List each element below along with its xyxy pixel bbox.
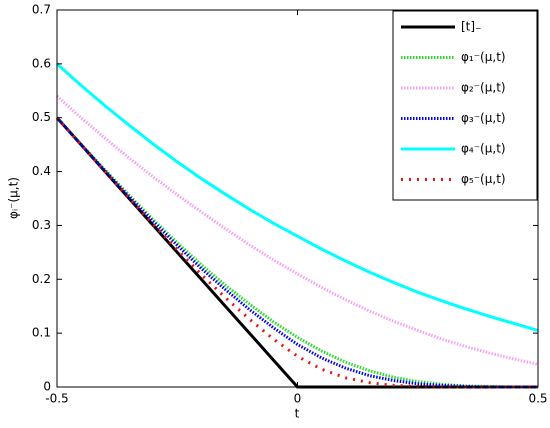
y-tick-label: 0.7 xyxy=(32,3,51,17)
y-tick-label: 0.4 xyxy=(32,164,51,178)
legend-label: [t]₋ xyxy=(461,20,481,34)
y-tick-label: 0.1 xyxy=(32,326,51,340)
series-line xyxy=(55,95,539,366)
y-tick-label: 0 xyxy=(43,380,51,394)
legend-label: φ₄⁻(μ,t) xyxy=(461,142,506,156)
y-axis-label: φᵢ⁻(μ,t) xyxy=(7,177,21,219)
y-tick-label: 0.2 xyxy=(32,272,51,286)
legend-label: φ₅⁻(μ,t) xyxy=(461,172,506,186)
legend-label: φ₃⁻(μ,t) xyxy=(461,111,506,125)
x-tick-label: -0.5 xyxy=(45,392,68,406)
legend-label: φ₂⁻(μ,t) xyxy=(461,81,506,95)
x-axis-label: t xyxy=(295,407,300,421)
y-tick-label: 0.6 xyxy=(32,56,51,70)
x-tick-label: 0 xyxy=(294,392,302,406)
legend-label: φ₁⁻(μ,t) xyxy=(461,50,506,64)
x-tick-label: 0.5 xyxy=(528,392,547,406)
y-tick-label: 0.5 xyxy=(32,110,51,124)
legend-box xyxy=(392,10,538,201)
series-line xyxy=(55,62,539,332)
y-tick-label: 0.3 xyxy=(32,218,51,232)
